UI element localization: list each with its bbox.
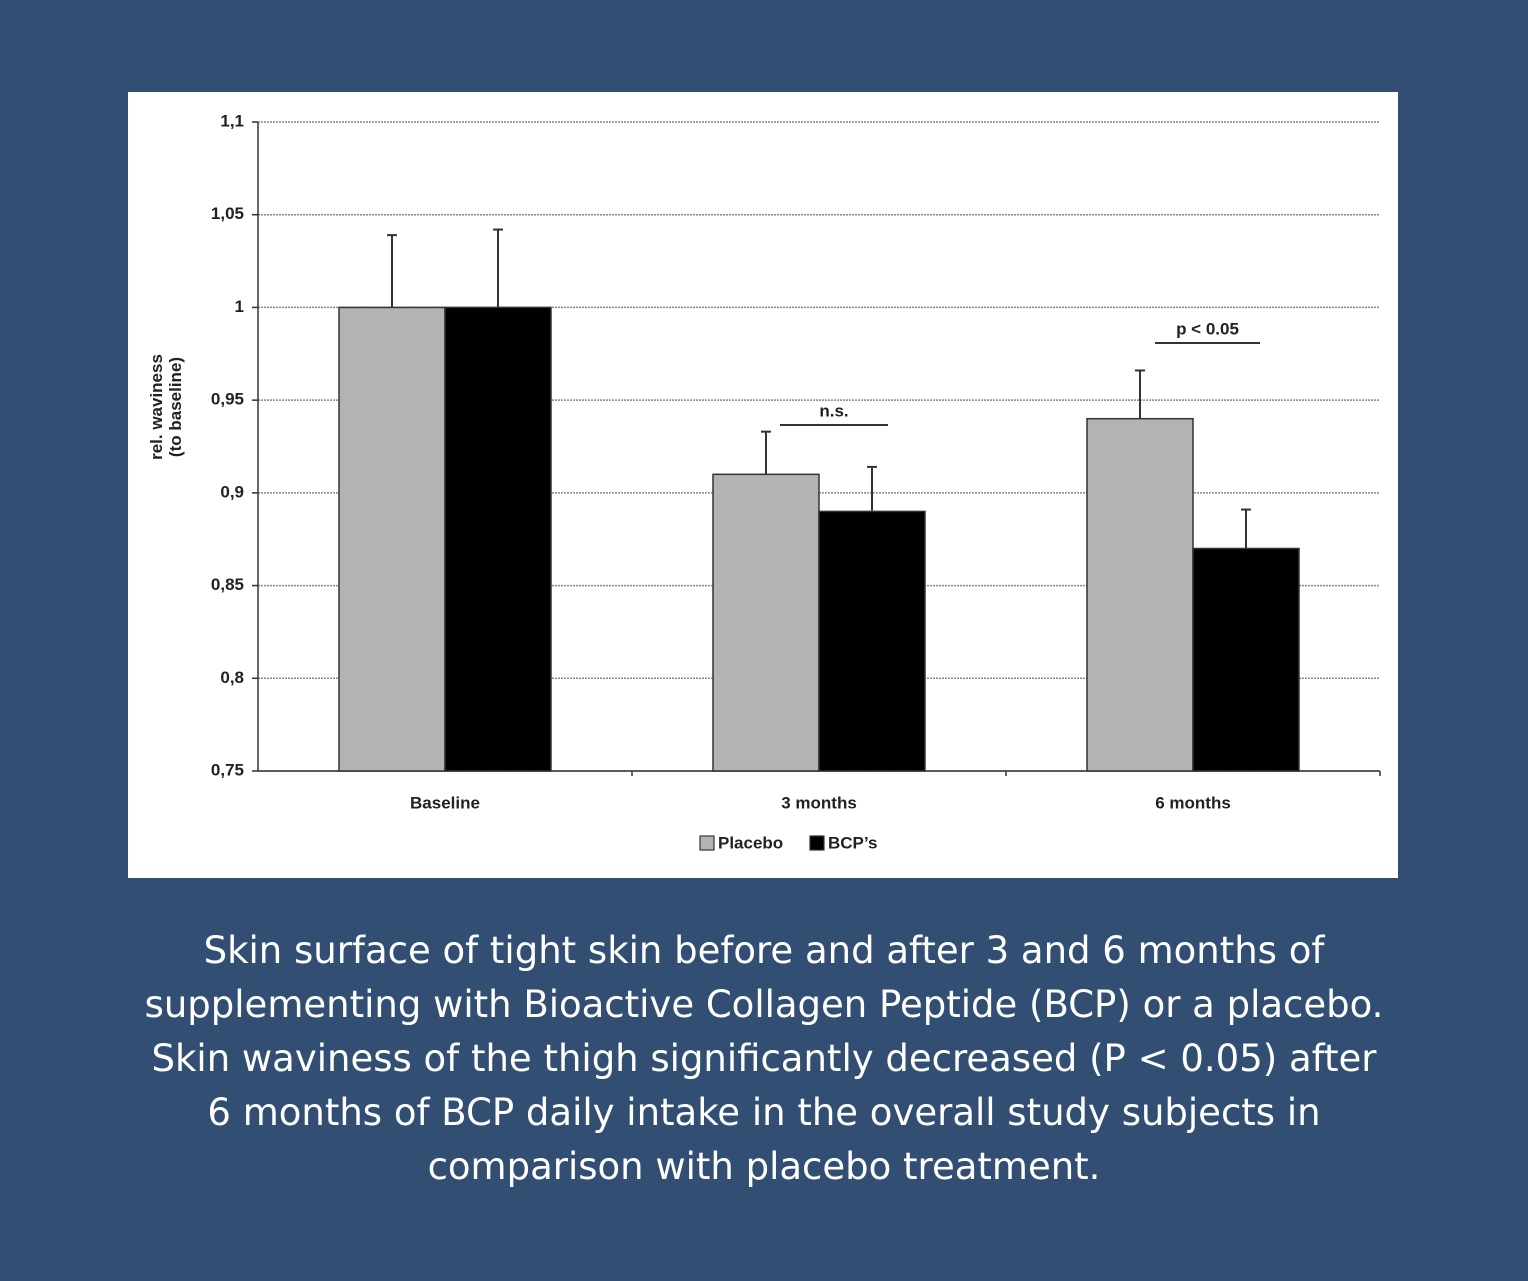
annotation: n.s. <box>819 401 848 420</box>
legend-label: BCP’s <box>828 833 877 852</box>
bar <box>1086 417 1194 772</box>
x-tick-label: 6 months <box>1155 793 1231 812</box>
x-tick-label: Baseline <box>410 793 480 812</box>
y-tick-label: 1,05 <box>211 204 244 223</box>
y-axis-label-line: (to baseline) <box>166 357 185 457</box>
bar <box>712 473 820 772</box>
y-axis-label: rel. waviness(to baseline) <box>147 354 185 460</box>
y-tick-label: 1,1 <box>220 111 244 130</box>
y-tick-label: 0,75 <box>211 760 244 779</box>
bar <box>444 306 552 772</box>
y-tick-label: 0,9 <box>220 482 244 501</box>
chart: 0,75 0,8 0,85 0,9 0,95 1 1,05 1,1 rel. waviness(… <box>147 111 1381 852</box>
bar <box>1192 547 1300 772</box>
legend-swatch <box>699 835 715 851</box>
caption: Skin surface of tight skin before and af… <box>144 929 1384 1188</box>
bar <box>338 306 446 772</box>
y-axis-label-line: rel. waviness <box>147 354 166 460</box>
y-tick-label: 0,95 <box>211 390 244 409</box>
annotation: p < 0.05 <box>1176 319 1239 338</box>
y-tick-label: 1 <box>235 297 244 316</box>
legend-label: Placebo <box>718 833 783 852</box>
y-tick-label: 0,85 <box>211 575 244 594</box>
x-tick-label: 3 months <box>781 793 857 812</box>
chart-panel: 0,75 0,8 0,85 0,9 0,95 1 1,05 1,1 rel. waviness(… <box>128 92 1398 878</box>
bar <box>818 510 926 772</box>
y-tick-label: 0,8 <box>220 668 244 687</box>
legend-swatch <box>809 835 825 851</box>
